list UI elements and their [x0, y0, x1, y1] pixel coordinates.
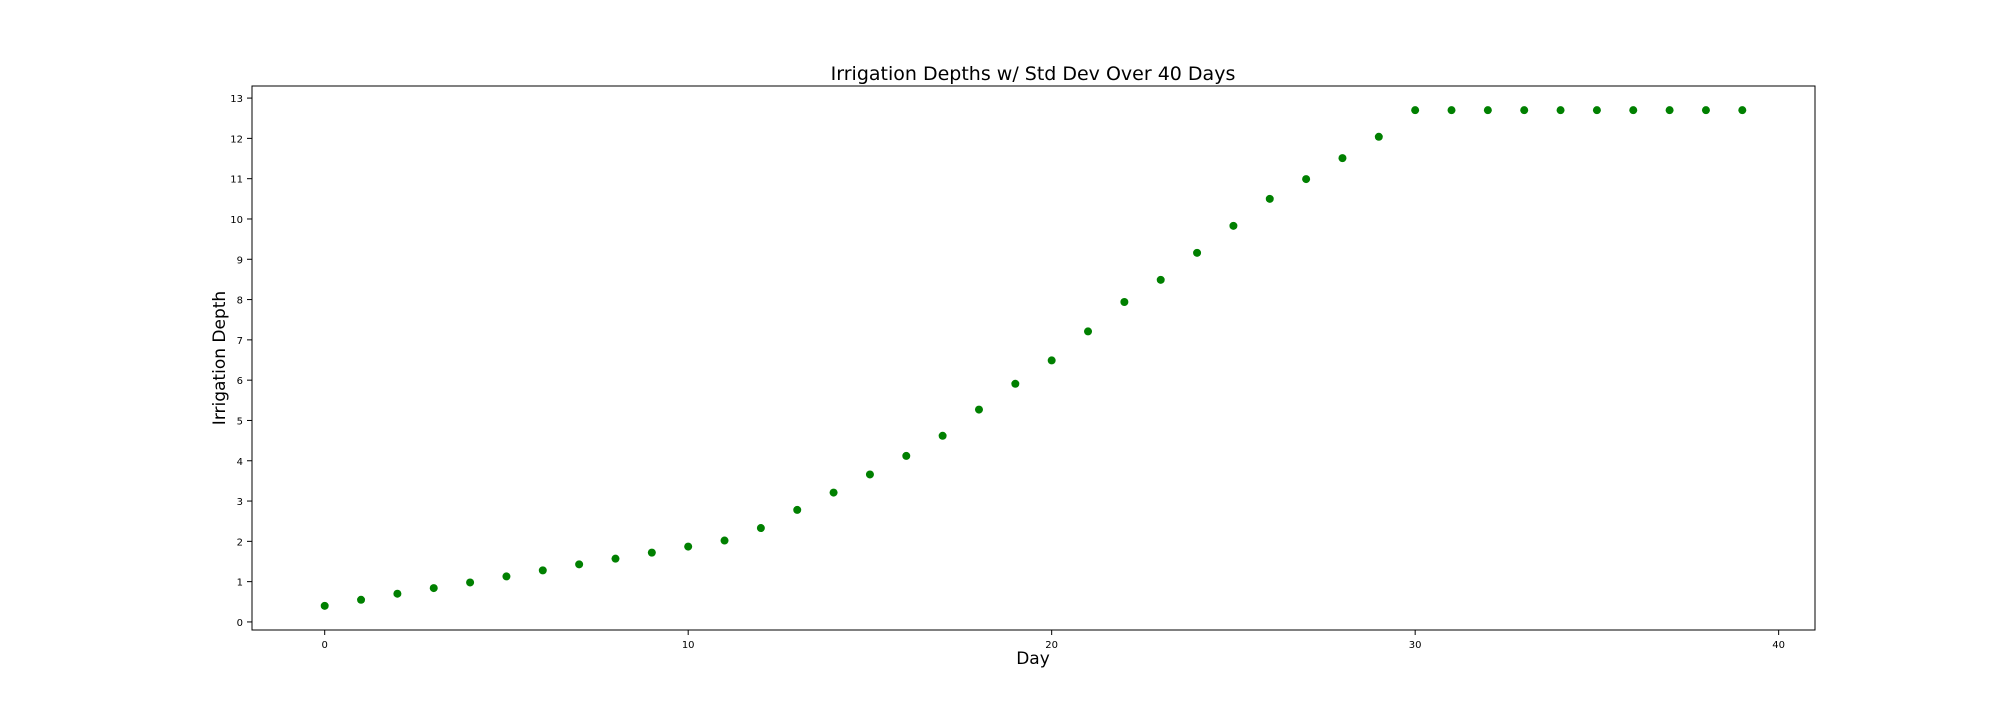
data-point [756, 524, 765, 533]
data-point [1120, 297, 1129, 306]
data-point [1483, 106, 1492, 115]
data-point [1084, 327, 1093, 336]
y-tick-label: 4 [237, 457, 243, 468]
data-point [1447, 106, 1456, 115]
data-point [575, 560, 584, 569]
data-points [320, 106, 1747, 610]
data-point [538, 566, 547, 575]
data-point [393, 589, 402, 598]
y-tick-label: 12 [230, 134, 243, 145]
x-tick-label: 10 [682, 640, 695, 651]
data-point [1411, 106, 1420, 115]
y-tick-label: 9 [237, 255, 243, 266]
data-point [684, 542, 693, 551]
data-point [938, 431, 947, 440]
y-tick-label: 13 [230, 94, 243, 105]
data-point [1592, 106, 1601, 115]
data-point [1629, 106, 1638, 115]
x-tick-label: 0 [322, 640, 328, 651]
data-point [1556, 106, 1565, 115]
y-tick-label: 6 [237, 376, 243, 387]
data-point [1520, 106, 1529, 115]
data-point [1374, 132, 1383, 141]
data-point [611, 554, 620, 563]
y-tick-label: 2 [237, 537, 243, 548]
x-axis-label: Day [1016, 649, 1050, 669]
data-point [502, 572, 511, 581]
data-point [1193, 248, 1202, 257]
x-tick-label: 20 [1045, 640, 1058, 651]
data-point [429, 584, 438, 593]
chart-title: Irrigation Depths w/ Std Dev Over 40 Day… [831, 63, 1236, 85]
data-point [1701, 106, 1710, 115]
data-point [1011, 379, 1020, 388]
y-tick-label: 5 [237, 416, 243, 427]
y-tick-label: 7 [237, 336, 243, 347]
data-point [320, 601, 329, 610]
data-point [466, 578, 475, 587]
y-axis-label: Irrigation Depth [210, 291, 230, 425]
data-point [647, 548, 656, 557]
data-point [1338, 154, 1347, 163]
y-tick-label: 0 [237, 618, 243, 629]
y-tick-label: 10 [230, 215, 243, 226]
data-point [357, 595, 366, 604]
data-point [1665, 106, 1674, 115]
x-tick-label: 30 [1409, 640, 1422, 651]
data-point [865, 470, 874, 479]
data-point [829, 488, 838, 497]
data-point [974, 405, 983, 414]
y-tick-label: 11 [230, 175, 243, 186]
y-tick-label: 1 [237, 578, 243, 589]
data-point [902, 451, 911, 460]
data-point [1229, 221, 1238, 230]
y-tick-label: 8 [237, 296, 243, 307]
data-point [720, 536, 729, 545]
x-axis: 0 10 20 30 40 [322, 630, 1785, 651]
data-point [793, 505, 802, 514]
data-point [1265, 194, 1274, 203]
data-point [1047, 356, 1056, 365]
data-point [1738, 106, 1747, 115]
y-tick-label: 3 [237, 497, 243, 508]
plot-area [251, 85, 1816, 631]
data-point [1302, 175, 1311, 184]
data-point [1156, 275, 1165, 284]
x-tick-label: 40 [1772, 640, 1785, 651]
